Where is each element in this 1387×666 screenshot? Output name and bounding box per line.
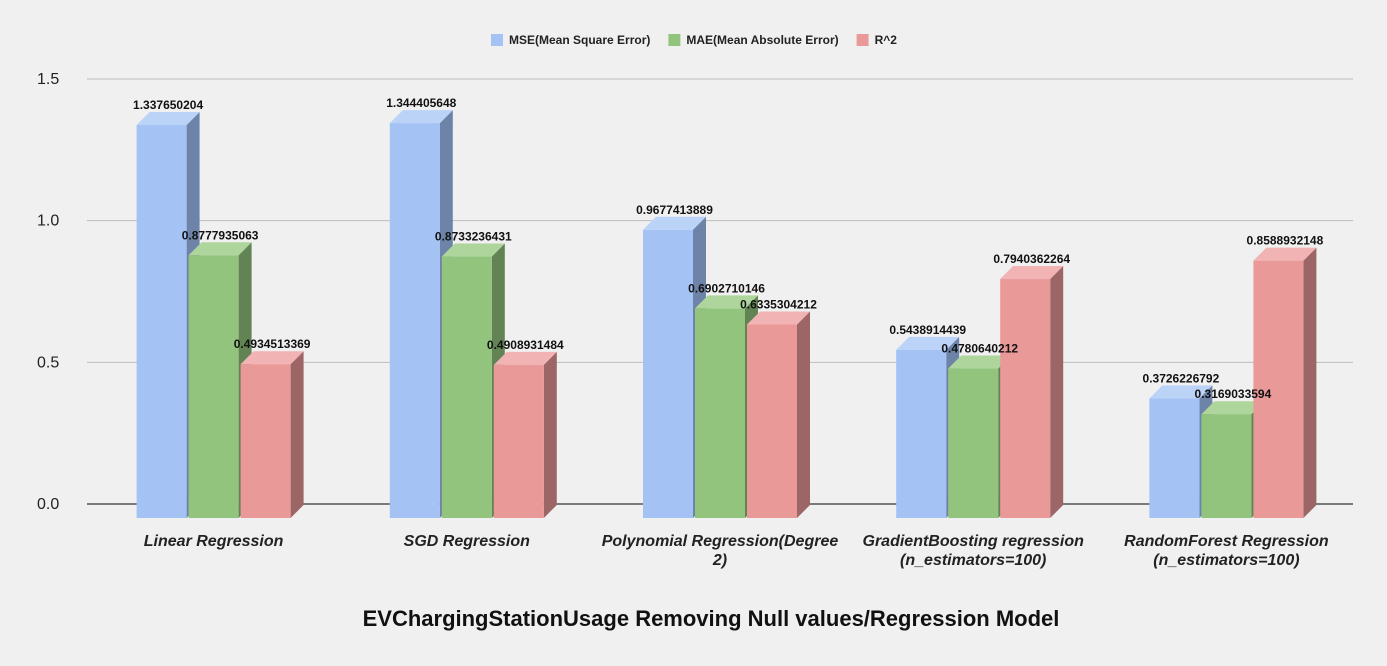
- x-axis-title: EVChargingStationUsage Removing Null val…: [363, 606, 1060, 631]
- bar-front: [747, 324, 797, 518]
- bar-front: [896, 349, 947, 518]
- bar-top: [948, 355, 1012, 369]
- bar-top: [240, 351, 304, 365]
- legend-label: R^2: [875, 33, 898, 47]
- bar-side: [543, 351, 557, 518]
- data-labels: 1.337650204 0.8777935063 0.4934513369 1.344…: [133, 96, 1324, 401]
- data-label: 0.8777935063: [182, 228, 259, 242]
- bar-side: [1303, 247, 1317, 519]
- bar-top: [747, 311, 810, 325]
- bar-front: [695, 308, 745, 518]
- bars: [136, 110, 1317, 519]
- bar-top: [1253, 247, 1317, 261]
- bar-2-1: [188, 242, 252, 518]
- bar-top: [896, 336, 960, 350]
- y-tick-label: 0.0: [37, 496, 59, 513]
- y-axis: 0.0 0.5 1.0 1.5: [37, 71, 59, 513]
- y-tick-label: 0.5: [37, 354, 59, 371]
- bar-top: [1149, 385, 1213, 399]
- data-label: 0.4908931484: [487, 338, 564, 352]
- bar-front: [188, 255, 239, 518]
- x-tick-label: 2): [712, 552, 727, 569]
- bar-3-2: [493, 351, 557, 518]
- x-tick-label: Linear Regression: [144, 533, 284, 550]
- bar-3-1: [240, 351, 304, 518]
- bar-front: [1253, 260, 1304, 518]
- legend-label: MAE(Mean Absolute Error): [686, 33, 838, 47]
- legend: MSE(Mean Square Error) MAE(Mean Absolute …: [491, 33, 897, 47]
- legend-swatch: [668, 34, 681, 46]
- data-label: 0.4934513369: [234, 337, 311, 351]
- legend-swatch: [856, 34, 869, 46]
- data-label: 0.4780640212: [941, 342, 1018, 356]
- bar-front: [1201, 414, 1252, 518]
- legend-item: MAE(Mean Absolute Error): [668, 33, 839, 47]
- x-tick-label: (n_estimators=100): [1153, 552, 1299, 569]
- legend-item: MSE(Mean Square Error): [491, 33, 650, 47]
- bar-front: [1000, 279, 1051, 518]
- y-tick-label: 1.5: [37, 71, 59, 88]
- x-tick-label: Polynomial Regression(Degree: [602, 533, 839, 550]
- bar-top: [389, 110, 453, 124]
- data-label: 1.337650204: [133, 98, 203, 112]
- bar-top: [493, 351, 557, 365]
- bar-3-4: [1000, 266, 1064, 518]
- legend-label: MSE(Mean Square Error): [509, 33, 650, 47]
- data-label: 0.6902710146: [688, 281, 765, 295]
- bar-front: [948, 368, 999, 518]
- y-tick-label: 1.0: [37, 213, 59, 230]
- bar-front: [136, 124, 187, 518]
- bar-side: [1050, 266, 1064, 518]
- legend-item: R^2: [856, 33, 898, 47]
- data-label: 0.6335304212: [740, 297, 817, 311]
- x-tick-label: RandomForest Regression: [1124, 533, 1329, 550]
- bar-top: [1000, 266, 1064, 280]
- bar-top: [643, 216, 706, 230]
- x-tick-label: SGD Regression: [404, 533, 530, 550]
- bar-front: [441, 256, 492, 518]
- data-label: 1.344405648: [386, 96, 456, 110]
- bar-front: [240, 364, 291, 518]
- x-tick-label: GradientBoosting regression: [863, 533, 1085, 550]
- bar-front: [493, 364, 544, 518]
- data-label: 0.7940362264: [993, 252, 1070, 266]
- x-axis: Linear Regression SGD Regression Polynomia…: [144, 533, 1329, 569]
- bar-top: [1201, 401, 1265, 415]
- x-tick-label: (n_estimators=100): [900, 552, 1046, 569]
- bar-3-3: [747, 311, 810, 518]
- bar-front: [643, 229, 693, 518]
- bar-3-5: [1253, 247, 1317, 519]
- data-label: 0.5438914439: [889, 323, 966, 337]
- data-label: 0.3726226792: [1143, 371, 1220, 385]
- data-label: 0.3169033594: [1195, 387, 1272, 401]
- bar-top: [695, 295, 758, 309]
- bar-front: [389, 123, 440, 518]
- bar-side: [290, 351, 304, 518]
- bar-top: [441, 243, 505, 257]
- bar-1-3: [643, 216, 706, 518]
- bar-top: [136, 111, 200, 125]
- bar-front: [1149, 398, 1200, 518]
- legend-swatch: [491, 34, 503, 46]
- bar-side: [797, 311, 810, 518]
- data-label: 0.9677413889: [636, 203, 713, 217]
- bar-top: [188, 242, 252, 256]
- data-label: 0.8588932148: [1247, 234, 1324, 248]
- data-label: 0.8733236431: [435, 230, 512, 244]
